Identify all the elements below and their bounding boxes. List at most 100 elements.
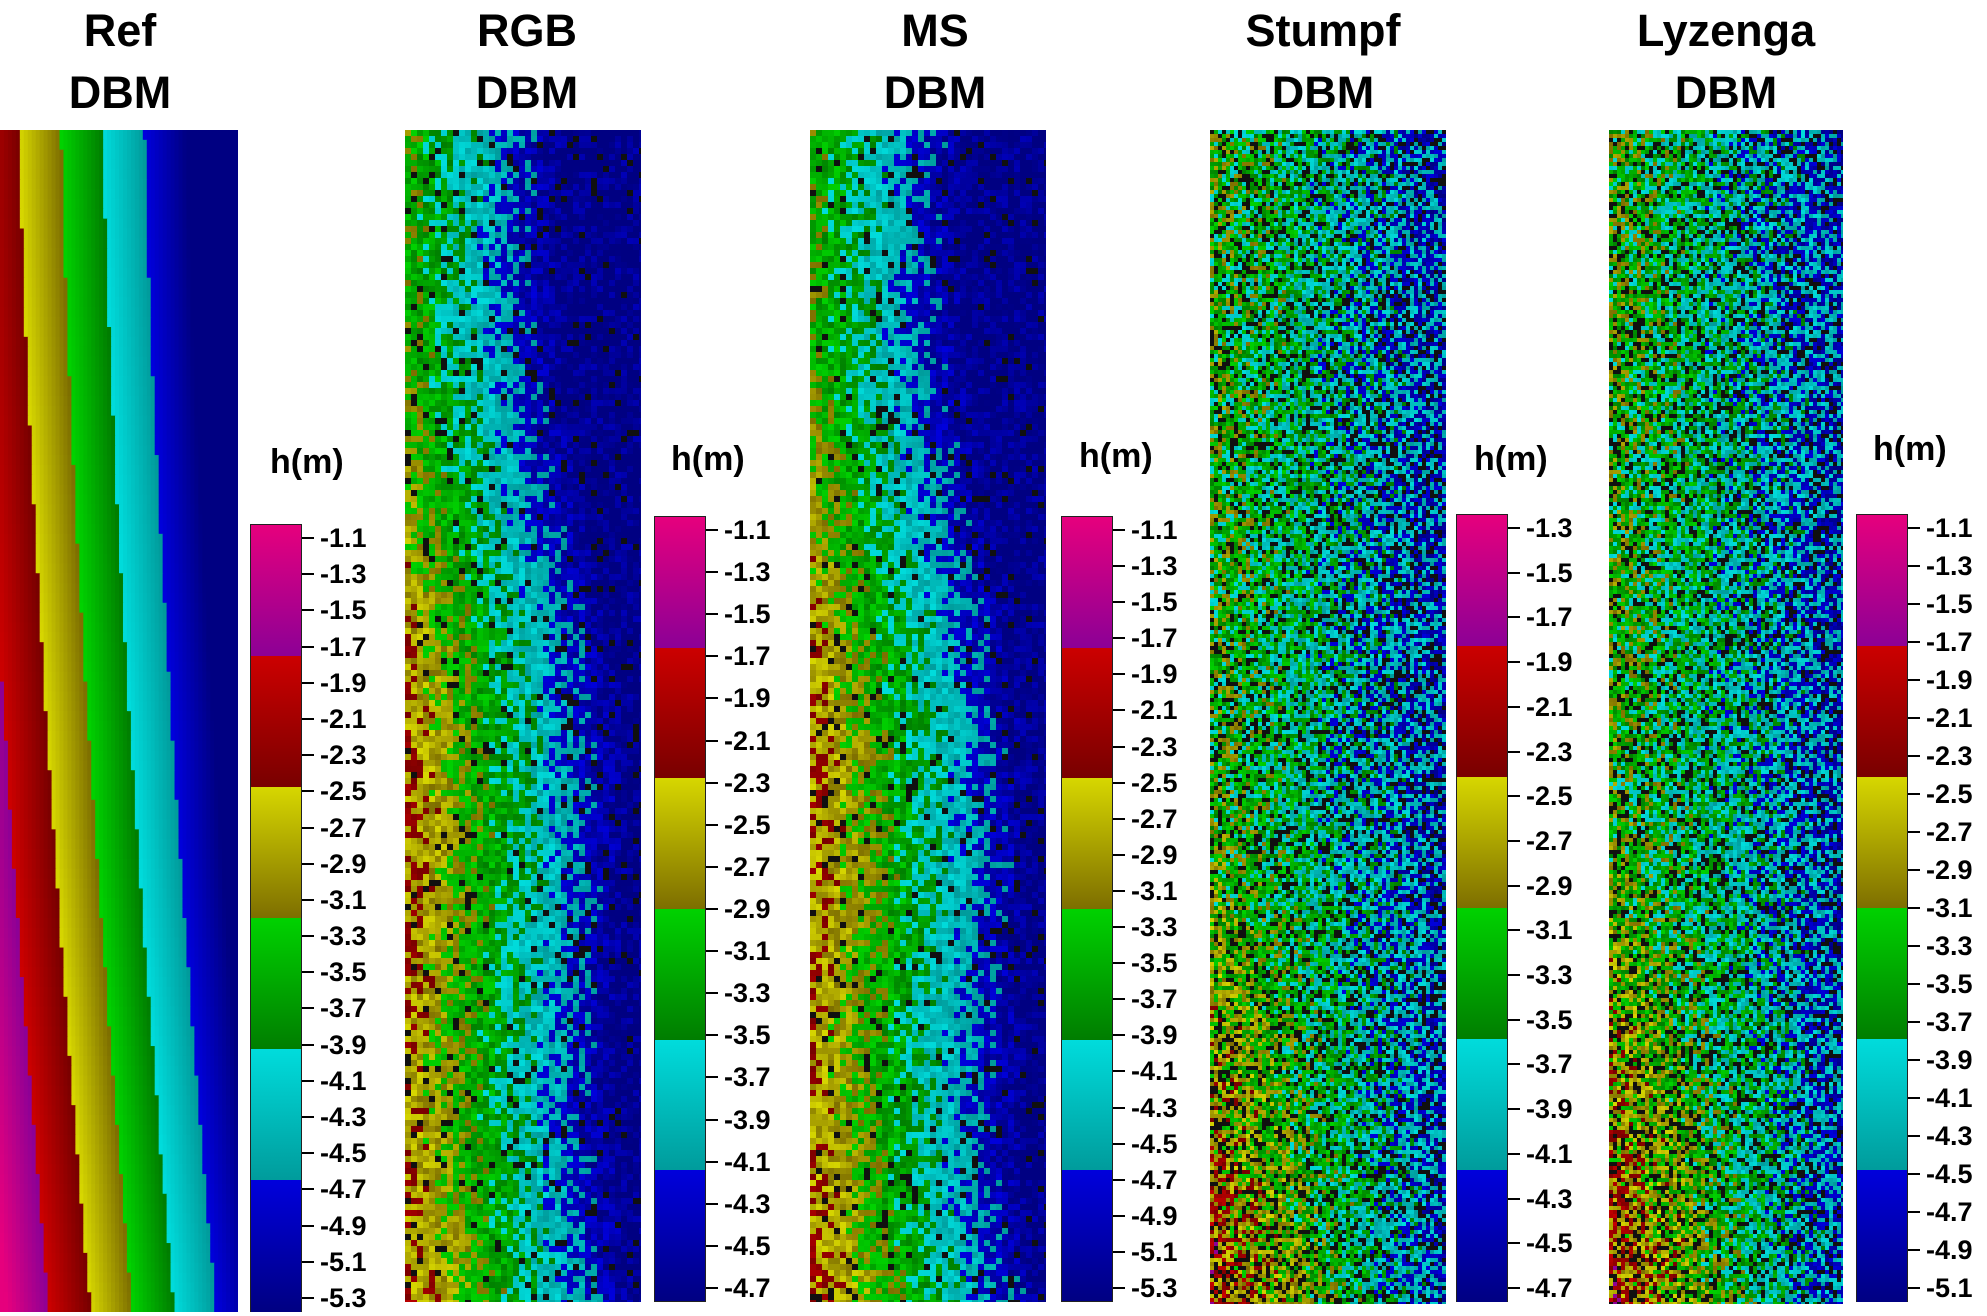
depth-cell [59,376,65,387]
depth-cell [142,612,148,624]
depth-cell [186,376,191,387]
depth-cell [170,760,176,771]
depth-cell [59,524,65,535]
depth-cell [51,474,57,486]
depth-cell [178,809,184,821]
depth-cell [234,868,238,880]
depth-cell [226,474,231,486]
depth-cell [87,632,92,643]
depth-cell [126,297,132,308]
depth-cell [170,573,176,584]
depth-cell [71,514,76,525]
depth-cell [11,849,17,860]
depth-cell [43,721,49,732]
depth-cell [87,592,92,604]
depth-cell [103,415,108,427]
depth-cell [150,533,156,545]
depth-cell [99,760,104,771]
depth-cell [126,730,132,742]
depth-cell [15,474,21,486]
depth-cell [83,750,88,761]
depth-cell [23,878,29,890]
depth-cell [206,228,211,239]
depth-cell [214,701,219,712]
depth-cell [71,671,76,683]
depth-cell [19,701,25,712]
depth-cell [103,721,108,732]
depth-cell [130,327,136,338]
depth-cell [126,248,132,259]
depth-cell [154,612,160,624]
depth-cell [87,208,92,220]
depth-cell [47,228,53,239]
depth-cell [166,327,172,338]
depth-cell [23,376,29,387]
depth-cell [210,248,215,259]
depth-cell [0,130,5,141]
depth-cell [119,612,124,624]
depth-cell [23,179,29,190]
depth-cell [15,671,21,683]
depth-cell [67,839,72,850]
depth-cell [11,592,17,604]
depth-cell [190,415,195,427]
depth-cell [138,533,144,545]
depth-cell [63,228,69,239]
depth-cell [186,494,191,505]
depth-cell [103,258,108,269]
depth-cell [47,730,53,742]
depth-cell [95,376,100,387]
depth-cell [103,445,108,456]
depth-cell [91,356,96,367]
depth-cell [198,652,203,663]
depth-cell [198,198,203,210]
depth-cell [87,661,92,673]
depth-cell [194,622,199,633]
depth-cell [134,770,140,781]
depth-cell [170,829,176,840]
depth-cell [19,799,25,811]
depth-cell [150,130,156,141]
depth-cell [23,770,29,781]
depth-cell [222,514,227,525]
depth-cell [87,238,92,249]
depth-cell [130,819,136,830]
depth-cell [75,750,80,761]
depth-cell [15,908,21,919]
depth-cell [95,198,100,210]
depth-cell [31,169,37,180]
depth-cell [150,612,156,624]
depth-cell [190,238,195,249]
depth-cell [234,681,238,693]
depth-cell [0,602,5,614]
depth-cell [130,307,136,318]
depth-cell [154,445,160,456]
depth-cell [119,780,124,791]
depth-cell [83,464,88,476]
depth-cell [206,169,211,180]
depth-cell [7,455,13,466]
depth-cell [19,336,25,348]
depth-cell [170,799,176,811]
depth-cell [63,671,69,683]
depth-cell [99,238,104,249]
depth-cell [142,878,148,890]
depth-cell [83,553,88,564]
depth-cell [27,445,33,456]
depth-cell [31,583,37,594]
depth-cell [174,908,180,919]
depth-cell [27,789,33,801]
depth-cell [142,405,148,417]
depth-cell [7,681,13,693]
depth-cell [91,563,96,574]
depth-cell [150,730,156,742]
depth-cell [75,376,80,387]
depth-cell [67,356,72,367]
depth-cell [83,425,88,436]
depth-cell [126,750,132,761]
depth-cell [19,327,25,338]
depth-cell [174,573,180,584]
depth-cell [51,927,57,939]
depth-cell [202,740,207,752]
depth-cell [103,809,108,821]
